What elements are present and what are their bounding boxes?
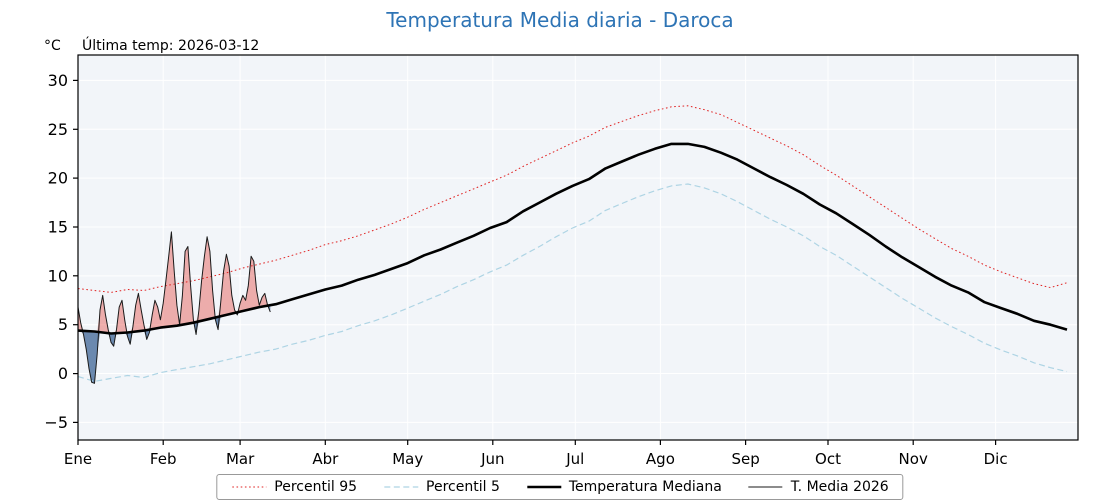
axes-frame (77, 54, 1079, 441)
series-p95 (77, 105, 1068, 293)
y-tick-label: 15 (48, 218, 68, 237)
y-tick-label: 5 (58, 315, 68, 334)
x-tick-label: May (392, 450, 423, 468)
legend-line-sample-p95 (232, 486, 267, 488)
fill-above-median (78, 231, 271, 334)
x-tick-label: Feb (150, 450, 177, 468)
y-axis-unit-label: °C (44, 38, 61, 54)
legend-label-median: Temperatura Mediana (568, 479, 722, 495)
plot-background (78, 55, 1078, 440)
legend-line-sample-median (526, 485, 561, 489)
y-tick-label: 10 (48, 266, 68, 285)
legend-item-median: Temperatura Mediana (526, 479, 722, 495)
series-median (77, 142, 1068, 335)
x-tick-label: Ago (646, 450, 675, 468)
x-tick-label: Dic (984, 450, 1008, 468)
x-tick-label: Sep (731, 450, 759, 468)
x-tick-label: Jun (480, 450, 504, 468)
y-tick-label: 20 (48, 169, 68, 188)
x-tick-label: Abr (312, 450, 339, 468)
legend-label-p5: Percentil 5 (426, 479, 500, 495)
legend-line-sample-t2026 (748, 486, 783, 488)
x-tick-label: Ene (64, 450, 92, 468)
y-tick-label: 25 (48, 120, 68, 139)
last-temp-label: Última temp: 2026-03-12 (82, 38, 260, 54)
series-p5 (77, 183, 1068, 382)
x-tick-label: Jul (565, 450, 584, 468)
legend-item-p95: Percentil 95 (231, 479, 357, 495)
legend: Percentil 95 Percentil 5 Temperatura Media… (216, 474, 904, 500)
chart-title: Temperatura Media diaria - Daroca (386, 8, 734, 32)
legend-line-sample-p5 (384, 486, 419, 488)
legend-item-p5: Percentil 5 (383, 479, 500, 495)
y-tick-label: −5 (44, 413, 68, 432)
legend-label-t2026: T. Media 2026 (790, 479, 889, 495)
x-tick-label: Oct (815, 450, 841, 468)
legend-label-p95: Percentil 95 (274, 479, 358, 495)
x-tick-label: Nov (899, 450, 928, 468)
y-tick-label: 30 (48, 71, 68, 90)
x-tick-label: Mar (226, 450, 255, 468)
legend-item-t2026: T. Media 2026 (748, 479, 889, 495)
y-tick-label: 0 (58, 364, 68, 383)
